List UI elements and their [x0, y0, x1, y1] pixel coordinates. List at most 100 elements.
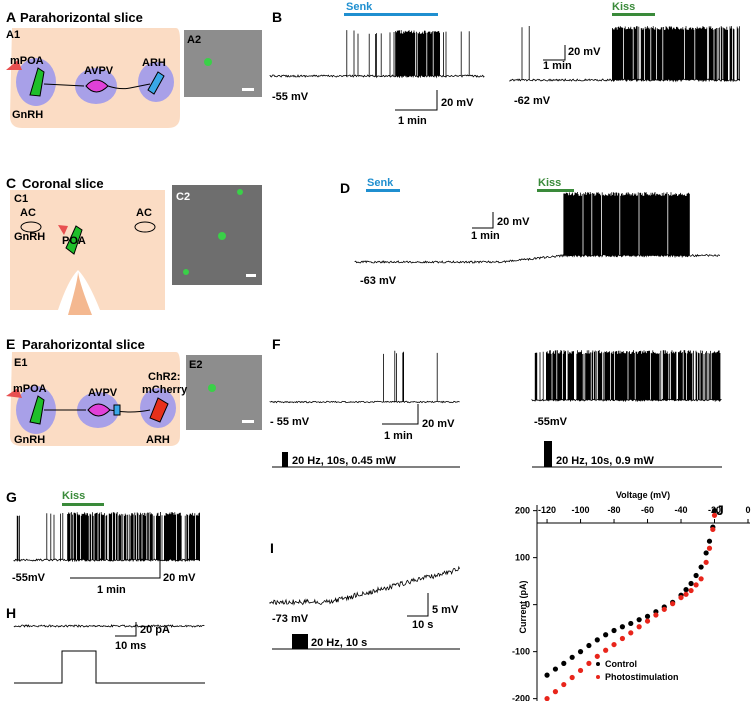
point	[698, 576, 704, 582]
scale-label: 1 min	[543, 60, 572, 72]
x-tick-label: -100	[572, 505, 590, 515]
point	[678, 594, 684, 601]
slice-shape	[68, 272, 92, 315]
scale-label: 10 ms	[115, 640, 146, 652]
x-tick-label: -80	[608, 505, 621, 515]
point	[569, 654, 575, 660]
pulse	[14, 622, 205, 684]
sub-label: A2	[187, 34, 201, 46]
micrograph	[184, 30, 262, 97]
point	[661, 606, 667, 612]
trace	[269, 30, 485, 79]
point	[577, 649, 584, 655]
panel-letter: B	[272, 9, 282, 25]
legend-marker	[596, 662, 600, 666]
point	[561, 681, 567, 688]
trace	[531, 350, 722, 403]
slice-shape	[10, 190, 165, 310]
point	[706, 538, 713, 544]
point	[693, 572, 699, 579]
point	[552, 688, 559, 695]
axon	[43, 83, 151, 90]
drug-label: Senk	[346, 1, 373, 13]
y-tick-label: -100	[512, 647, 530, 657]
point	[644, 613, 651, 619]
y-tick-label: 100	[515, 553, 530, 563]
landmark	[134, 221, 156, 233]
x-tick-label: -60	[641, 505, 654, 515]
drug-bar	[344, 13, 438, 16]
cell	[218, 232, 226, 240]
scale-label: 1 min	[384, 430, 413, 442]
panel-letter: F	[272, 336, 281, 352]
scale-label: 20 mV	[163, 572, 196, 584]
point	[688, 587, 694, 594]
x-tick-label: -120	[538, 505, 556, 515]
region-label: AVPV	[88, 387, 118, 399]
panel-title: Parahorizontal slice	[20, 10, 143, 25]
point	[552, 666, 559, 672]
point	[711, 508, 718, 514]
stimulus-bar	[292, 634, 308, 649]
drug-label: Kiss	[62, 490, 85, 502]
neuron	[149, 397, 169, 423]
scale-label: 20 mV	[422, 418, 455, 430]
potential-label: -55mV	[12, 572, 46, 584]
point	[569, 674, 575, 681]
point	[619, 624, 626, 630]
panel-letter: I	[270, 540, 274, 556]
point	[703, 559, 709, 565]
scale-bar	[472, 212, 494, 229]
point	[577, 667, 584, 674]
drug-label: Kiss	[612, 1, 635, 13]
potential-label: -55mV	[534, 416, 568, 428]
point	[710, 526, 716, 533]
scale-label: 10 s	[412, 619, 433, 631]
region-label: GnRH	[12, 109, 43, 121]
region-label: ARH	[146, 434, 170, 446]
sub-label: C1	[14, 193, 28, 205]
neuron	[29, 395, 45, 425]
region-label: mPOA	[10, 55, 44, 67]
point	[611, 627, 617, 634]
region-label: AC	[136, 207, 152, 219]
point	[611, 641, 617, 648]
scale-label: 5 mV	[432, 604, 459, 616]
legend-label: Photostimulation	[605, 672, 679, 682]
y-tick-label: -200	[512, 694, 530, 701]
landmark	[20, 221, 42, 233]
stimulus-bar	[544, 441, 552, 467]
point	[644, 618, 651, 624]
panel-letter: D	[340, 180, 350, 196]
point	[544, 672, 550, 678]
point	[683, 591, 689, 597]
scale-bar	[395, 45, 566, 111]
neuron	[65, 225, 83, 255]
drug-bar	[366, 189, 400, 192]
drug-bar	[62, 503, 104, 506]
stimulus-label: 20 Hz, 10 s	[311, 637, 367, 649]
point	[683, 587, 689, 593]
point	[544, 696, 550, 702]
point	[703, 550, 709, 556]
y-tick-label: 0	[525, 600, 530, 610]
stimulus-label: 20 Hz, 10s, 0.9 mW	[556, 455, 654, 467]
micrograph	[186, 355, 262, 430]
drug-label: Kiss	[538, 177, 561, 189]
region-label: GnRH	[14, 434, 45, 446]
scale-bar	[246, 274, 256, 277]
x-tick-label: -40	[675, 505, 688, 515]
axon	[44, 409, 151, 413]
scale-label: 1 min	[398, 115, 427, 127]
neuron	[29, 67, 45, 97]
point	[653, 612, 659, 618]
region-label: GnRH	[14, 231, 45, 243]
cell	[237, 189, 243, 195]
trace	[509, 26, 740, 83]
region-label: AVPV	[84, 65, 114, 77]
neuron	[147, 71, 165, 95]
panel-letter: A	[6, 9, 16, 25]
trace	[269, 350, 460, 404]
region-label: ARH	[142, 57, 166, 69]
